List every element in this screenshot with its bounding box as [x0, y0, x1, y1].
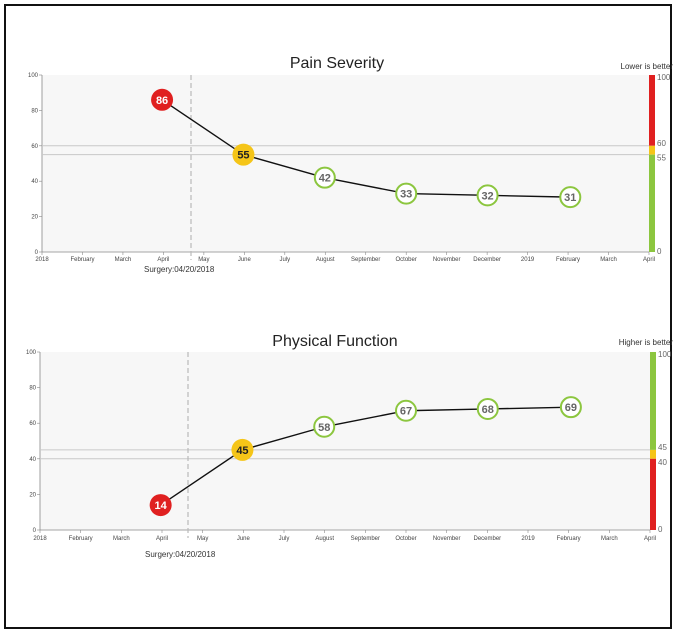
scale-band [650, 458, 656, 530]
plot-area [40, 352, 650, 530]
data-label: 55 [237, 150, 249, 162]
x-tick-label: September [351, 257, 380, 263]
scale-label: 60 [657, 139, 666, 148]
data-label: 42 [319, 173, 331, 185]
x-tick-label: March [600, 257, 617, 263]
x-tick-label: August [316, 257, 335, 263]
chart-title: Pain Severity [290, 55, 384, 72]
scale-label: 100 [657, 73, 671, 82]
scale-band [649, 145, 655, 155]
y-tick-label: 100 [26, 350, 37, 356]
x-tick-label: September [351, 536, 380, 542]
data-label: 32 [481, 190, 493, 202]
scale-band [650, 449, 656, 459]
data-label: 14 [155, 500, 168, 512]
y-tick-label: 60 [29, 421, 36, 427]
y-tick-label: 80 [31, 108, 38, 114]
x-tick-label: May [197, 536, 208, 542]
x-tick-label: December [473, 257, 501, 263]
x-tick-label: April [156, 536, 168, 542]
physical-function-chart: Physical Function Higher is better Surge… [26, 333, 673, 559]
y-tick-label: 20 [31, 215, 38, 221]
scale-label: 100 [658, 350, 672, 359]
scale-band [649, 154, 655, 252]
x-tick-label: February [69, 536, 93, 542]
scale-label: 45 [658, 443, 667, 452]
x-tick-label: March [115, 257, 132, 263]
x-tick-label: May [198, 257, 209, 263]
data-point [476, 397, 499, 420]
y-tick-label: 20 [29, 492, 36, 498]
x-tick-label: November [433, 257, 461, 263]
data-label: 45 [236, 445, 248, 457]
data-label: 67 [400, 406, 412, 418]
scale-label: 55 [657, 154, 666, 163]
data-point [231, 438, 254, 461]
data-point [559, 186, 582, 209]
x-tick-label: February [70, 257, 94, 263]
x-tick-label: 2018 [33, 536, 47, 542]
data-label: 33 [400, 189, 412, 201]
y-tick-label: 40 [31, 179, 38, 185]
x-tick-label: June [237, 536, 251, 542]
data-point [313, 166, 336, 189]
x-tick-label: 2018 [35, 257, 49, 263]
x-tick-label: April [643, 257, 655, 263]
x-tick-label: July [279, 536, 290, 542]
data-label: 69 [565, 402, 577, 414]
x-tick-label: April [157, 257, 169, 263]
data-point [232, 143, 255, 166]
data-label: 86 [156, 95, 168, 107]
x-tick-label: March [113, 536, 130, 542]
x-tick-label: 2019 [521, 257, 535, 263]
scale-label: 40 [658, 458, 667, 467]
data-point [395, 182, 418, 205]
data-point [476, 184, 499, 207]
x-tick-label: 2019 [521, 536, 535, 542]
x-tick-label: June [238, 257, 252, 263]
x-tick-label: March [601, 536, 618, 542]
x-tick-label: October [396, 257, 417, 263]
data-label: 58 [318, 422, 330, 434]
series-line [160, 406, 571, 506]
surgery-label: Surgery:04/20/2018 [145, 550, 216, 559]
x-tick-label: December [473, 536, 501, 542]
y-tick-label: 0 [35, 250, 39, 256]
data-point [559, 396, 582, 419]
data-point [313, 415, 336, 438]
y-tick-label: 40 [29, 457, 36, 463]
chart-title: Physical Function [272, 333, 397, 350]
y-tick-label: 100 [28, 73, 39, 79]
x-tick-label: July [279, 257, 290, 263]
data-label: 68 [482, 404, 494, 416]
data-point [149, 494, 172, 517]
x-tick-label: November [433, 536, 461, 542]
y-tick-label: 60 [31, 144, 38, 150]
chart-note: Lower is better [621, 62, 674, 71]
x-tick-label: February [557, 536, 581, 542]
data-label: 31 [564, 192, 576, 204]
data-point [395, 399, 417, 422]
chart-note: Higher is better [619, 338, 674, 347]
scale-band [649, 75, 655, 146]
pain-severity-chart: Pain Severity Lower is better Surgery:04… [28, 55, 673, 274]
data-point [151, 88, 174, 111]
y-tick-label: 80 [29, 386, 36, 392]
x-tick-label: April [644, 536, 656, 542]
x-tick-label: August [315, 536, 334, 542]
x-tick-label: February [556, 257, 580, 263]
series-line [161, 99, 571, 198]
x-tick-label: October [395, 536, 416, 542]
surgery-label: Surgery:04/20/2018 [144, 265, 215, 274]
scale-band [650, 352, 656, 450]
plot-area [42, 75, 649, 252]
scale-label: 0 [658, 525, 663, 534]
scale-label: 0 [657, 247, 662, 256]
y-tick-label: 0 [33, 528, 37, 534]
